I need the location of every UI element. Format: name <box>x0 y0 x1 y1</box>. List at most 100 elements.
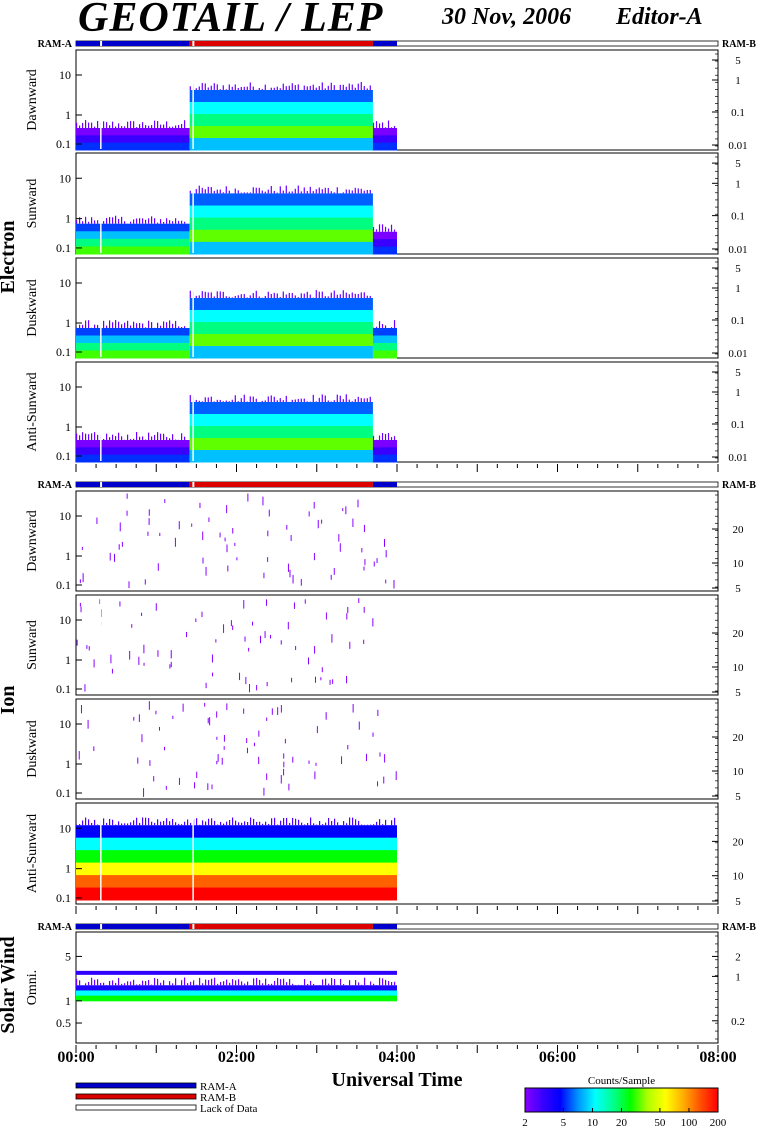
data-mark <box>345 506 347 515</box>
spectral-band <box>76 128 190 136</box>
data-mark <box>106 122 108 128</box>
y-tick-right-label: 20 <box>733 524 745 536</box>
data-mark <box>345 394 347 402</box>
data-mark <box>133 321 135 328</box>
data-mark <box>328 817 330 826</box>
data-mark <box>265 599 267 606</box>
data-mark <box>118 321 120 328</box>
data-mark <box>266 773 268 780</box>
panel-omni-: 5 1 0.5 2 1 0.2 Omni. <box>25 931 745 1044</box>
data-mark <box>345 86 347 90</box>
data-mark <box>283 978 285 986</box>
data-mark <box>230 620 232 627</box>
data-mark <box>307 984 309 986</box>
data-mark <box>159 532 161 537</box>
data-mark <box>76 639 78 646</box>
data-mark <box>219 89 221 90</box>
data-mark <box>286 524 288 530</box>
y-tick-right-label: 0.01 <box>728 348 747 360</box>
data-mark <box>286 982 288 986</box>
data-mark <box>319 821 321 826</box>
data-mark <box>94 979 96 986</box>
data-mark <box>364 559 366 566</box>
panel-label: Duskward <box>25 279 40 337</box>
data-mark <box>270 87 272 90</box>
data-mark <box>341 756 343 765</box>
data-mark <box>170 650 172 659</box>
data-gap <box>192 804 194 903</box>
spectral-band <box>189 90 373 103</box>
data-mark <box>148 701 150 710</box>
y-tick-label: 1 <box>65 994 71 1008</box>
data-mark <box>316 726 318 734</box>
data-mark <box>136 218 138 224</box>
mode-interval <box>189 924 373 929</box>
data-mark <box>223 746 225 750</box>
y-tick-right-label: 5 <box>735 791 741 803</box>
data-mark <box>181 327 183 328</box>
data-mark <box>358 598 360 604</box>
data-mark <box>297 398 299 402</box>
data-mark <box>149 760 151 766</box>
data-mark <box>81 546 83 551</box>
data-mark <box>322 979 324 986</box>
data-mark <box>333 568 335 575</box>
data-mark <box>157 978 159 986</box>
spectral-band <box>76 328 190 336</box>
data-mark <box>358 982 360 986</box>
data-mark <box>169 821 171 826</box>
data-mark <box>76 433 78 440</box>
data-mark <box>363 86 365 90</box>
data-mark <box>297 84 299 90</box>
data-mark <box>129 650 131 660</box>
y-tick-right-label: 1 <box>735 971 741 983</box>
data-mark <box>377 781 379 787</box>
data-mark <box>145 981 147 986</box>
data-mark <box>186 631 188 638</box>
data-mark <box>264 631 266 639</box>
data-mark <box>198 400 200 402</box>
data-mark <box>314 646 316 654</box>
data-mark <box>357 293 359 298</box>
data-mark <box>229 982 231 986</box>
data-mark <box>133 979 135 986</box>
data-mark <box>376 821 378 826</box>
data-mark <box>355 819 357 826</box>
data-mark <box>291 83 293 90</box>
data-mark <box>133 820 135 826</box>
data-mark <box>124 126 126 128</box>
legend-swatch <box>75 1093 197 1100</box>
data-mark <box>372 732 374 737</box>
data-mark <box>163 321 165 328</box>
data-mark <box>78 751 80 760</box>
data-mark <box>190 822 192 826</box>
data-mark <box>248 647 250 652</box>
data-mark <box>349 980 351 986</box>
legend-label: Lack of Data <box>200 1103 258 1115</box>
data-mark <box>142 122 144 128</box>
data-mark <box>201 291 203 298</box>
y-tick-label: 0.1 <box>56 786 71 800</box>
data-mark <box>88 981 90 986</box>
data-mark <box>211 818 213 826</box>
data-mark <box>313 983 315 986</box>
data-mark <box>93 659 95 668</box>
data-mark <box>325 978 327 986</box>
data-mark <box>227 565 229 572</box>
data-mark <box>283 761 285 768</box>
spectral-band <box>372 142 397 151</box>
spectral-band <box>76 142 190 151</box>
spectral-band <box>189 346 373 359</box>
data-mark <box>309 85 311 90</box>
data-mark <box>361 824 363 826</box>
data-mark <box>223 734 225 742</box>
data-mark <box>153 776 155 782</box>
spectral-band <box>76 837 397 851</box>
data-mark <box>325 712 327 720</box>
panel-label: Sunward <box>25 179 40 229</box>
data-mark <box>300 293 302 298</box>
data-mark <box>109 818 111 826</box>
data-mark <box>207 87 209 90</box>
data-mark <box>357 188 359 194</box>
